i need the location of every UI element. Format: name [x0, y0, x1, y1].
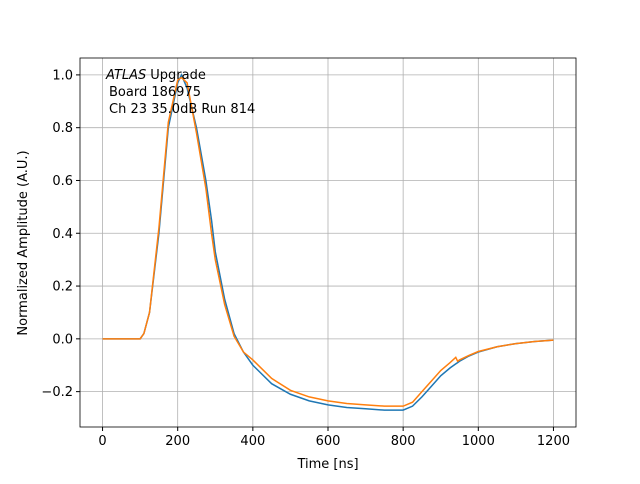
- x-tick-label: 1200: [537, 434, 570, 449]
- x-tick-label: 1000: [462, 434, 495, 449]
- annotation-line: Upgrade: [150, 68, 206, 83]
- x-axis-label: Time [ns]: [296, 457, 358, 472]
- annotation-line: Ch 23 35.0dB Run 814: [109, 102, 255, 117]
- y-axis-label: Normalized Amplitude (A.U.): [16, 150, 31, 335]
- data-line: [102, 73, 554, 411]
- x-tick-label: 200: [165, 434, 190, 449]
- x-tick-label: 600: [316, 434, 341, 449]
- plot-frame: [79, 57, 577, 428]
- y-tick-label: 1.0: [52, 68, 73, 83]
- annotation-experiment: ATLAS: [105, 68, 146, 83]
- y-tick-label: 0.0: [52, 332, 73, 347]
- y-tick-label: −0.2: [41, 385, 73, 400]
- y-tick-label: 0.8: [52, 121, 73, 136]
- x-tick-label: 400: [240, 434, 265, 449]
- y-tick-label: 0.4: [52, 227, 73, 242]
- x-tick-label: 0: [98, 434, 106, 449]
- annotation: ATLAS Upgrade: [105, 68, 206, 83]
- y-tick-label: 0.6: [52, 174, 73, 189]
- y-tick-label: 0.2: [52, 280, 73, 295]
- x-tick-label: 800: [391, 434, 416, 449]
- data-line: [102, 76, 554, 407]
- annotation-line: Board 186975: [109, 85, 201, 100]
